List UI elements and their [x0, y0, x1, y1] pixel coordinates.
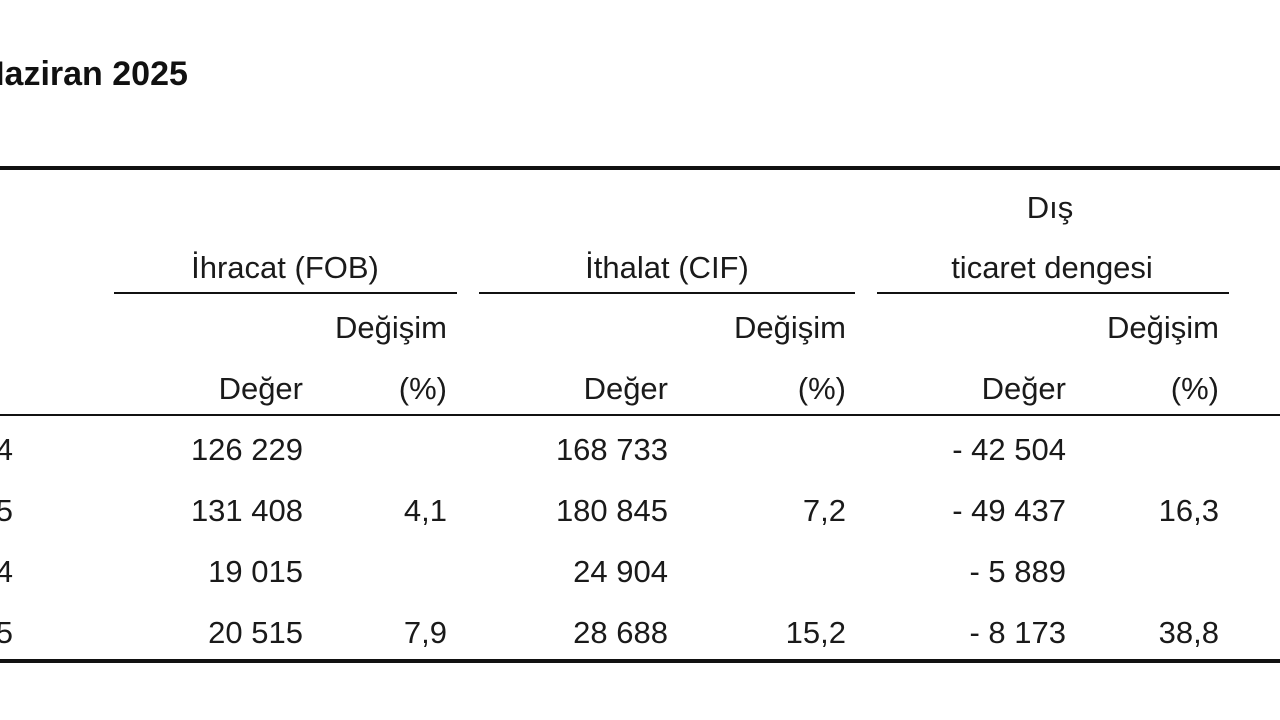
balance-change-cell: 38,8 — [1158, 615, 1219, 650]
balance-value-cell: - 49 437 — [952, 493, 1066, 528]
row-period: 2024 — [0, 554, 13, 589]
import-change-header-line1: Değişim — [734, 310, 846, 345]
header-bottom-rule — [0, 414, 1280, 416]
import-change-header-line2: (%) — [797, 371, 846, 406]
balance-value-cell: - 8 173 — [969, 615, 1066, 650]
group-rule-import — [479, 292, 855, 294]
group-header-balance-line1: Dış — [1026, 190, 1074, 225]
export-value-cell: 126 229 — [190, 432, 303, 467]
import-value-header: Değer — [583, 371, 668, 406]
table-top-rule — [0, 166, 1280, 170]
balance-value-cell: - 42 504 — [952, 432, 1066, 467]
group-header-export: İhracat (FOB) — [191, 250, 379, 285]
balance-value-cell: - 5 889 — [969, 554, 1066, 589]
export-change-header-line1: Değişim — [335, 310, 447, 345]
import-value-cell: 180 845 — [555, 493, 668, 528]
row-period: 2025 — [0, 615, 13, 650]
export-change-cell: 7,9 — [403, 615, 447, 650]
import-change-cell: 15,2 — [785, 615, 846, 650]
export-change-header-line2: (%) — [398, 371, 447, 406]
table-title: Haziran 2025 — [0, 55, 188, 93]
export-value-header: Değer — [218, 371, 303, 406]
row-period: 2025 — [0, 493, 13, 528]
import-value-cell: 24 904 — [573, 554, 668, 589]
balance-change-header-line1: Değişim — [1107, 310, 1219, 345]
export-change-cell: 4,1 — [403, 493, 447, 528]
table-bottom-rule — [0, 659, 1280, 663]
balance-change-cell: 16,3 — [1158, 493, 1219, 528]
export-value-cell: 131 408 — [190, 493, 303, 528]
balance-value-header: Değer — [981, 371, 1066, 406]
balance-change-header-line2: (%) — [1170, 371, 1219, 406]
row-period: 2024 — [0, 432, 13, 467]
group-header-balance-line2: ticaret dengesi — [951, 250, 1153, 285]
group-rule-balance — [877, 292, 1229, 294]
import-value-cell: 168 733 — [555, 432, 668, 467]
import-value-cell: 28 688 — [573, 615, 668, 650]
export-value-cell: 20 515 — [208, 615, 303, 650]
export-value-cell: 19 015 — [208, 554, 303, 589]
group-header-import: İthalat (CIF) — [585, 250, 749, 285]
group-rule-export — [114, 292, 457, 294]
import-change-cell: 7,2 — [802, 493, 846, 528]
